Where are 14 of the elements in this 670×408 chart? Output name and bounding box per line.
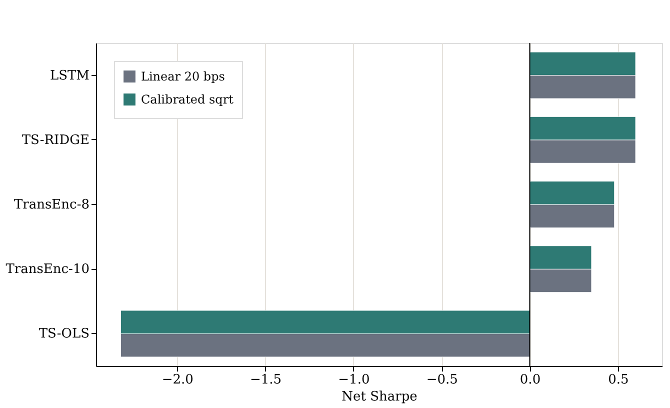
x-tick-label: −1.0 — [338, 372, 370, 388]
y-tick-label: TS-RIDGE — [22, 132, 90, 148]
legend-label: Linear 20 bps — [141, 70, 225, 84]
y-tick-label: TransEnc-10 — [6, 262, 90, 278]
x-tick-label: −0.5 — [426, 372, 458, 388]
x-tick-label: −1.5 — [250, 372, 282, 388]
y-tick-label: TransEnc-8 — [14, 198, 90, 212]
x-axis-title: Net Sharpe — [342, 390, 418, 404]
legend-label: Calibrated sqrt — [141, 92, 234, 106]
y-tick-label: TS-OLS — [38, 326, 90, 342]
y-tick-label: LSTM — [50, 68, 90, 84]
x-tick-label: 0.5 — [608, 372, 629, 388]
x-tick-label: 0.0 — [520, 372, 541, 388]
x-tick-label: −2.0 — [162, 372, 194, 388]
